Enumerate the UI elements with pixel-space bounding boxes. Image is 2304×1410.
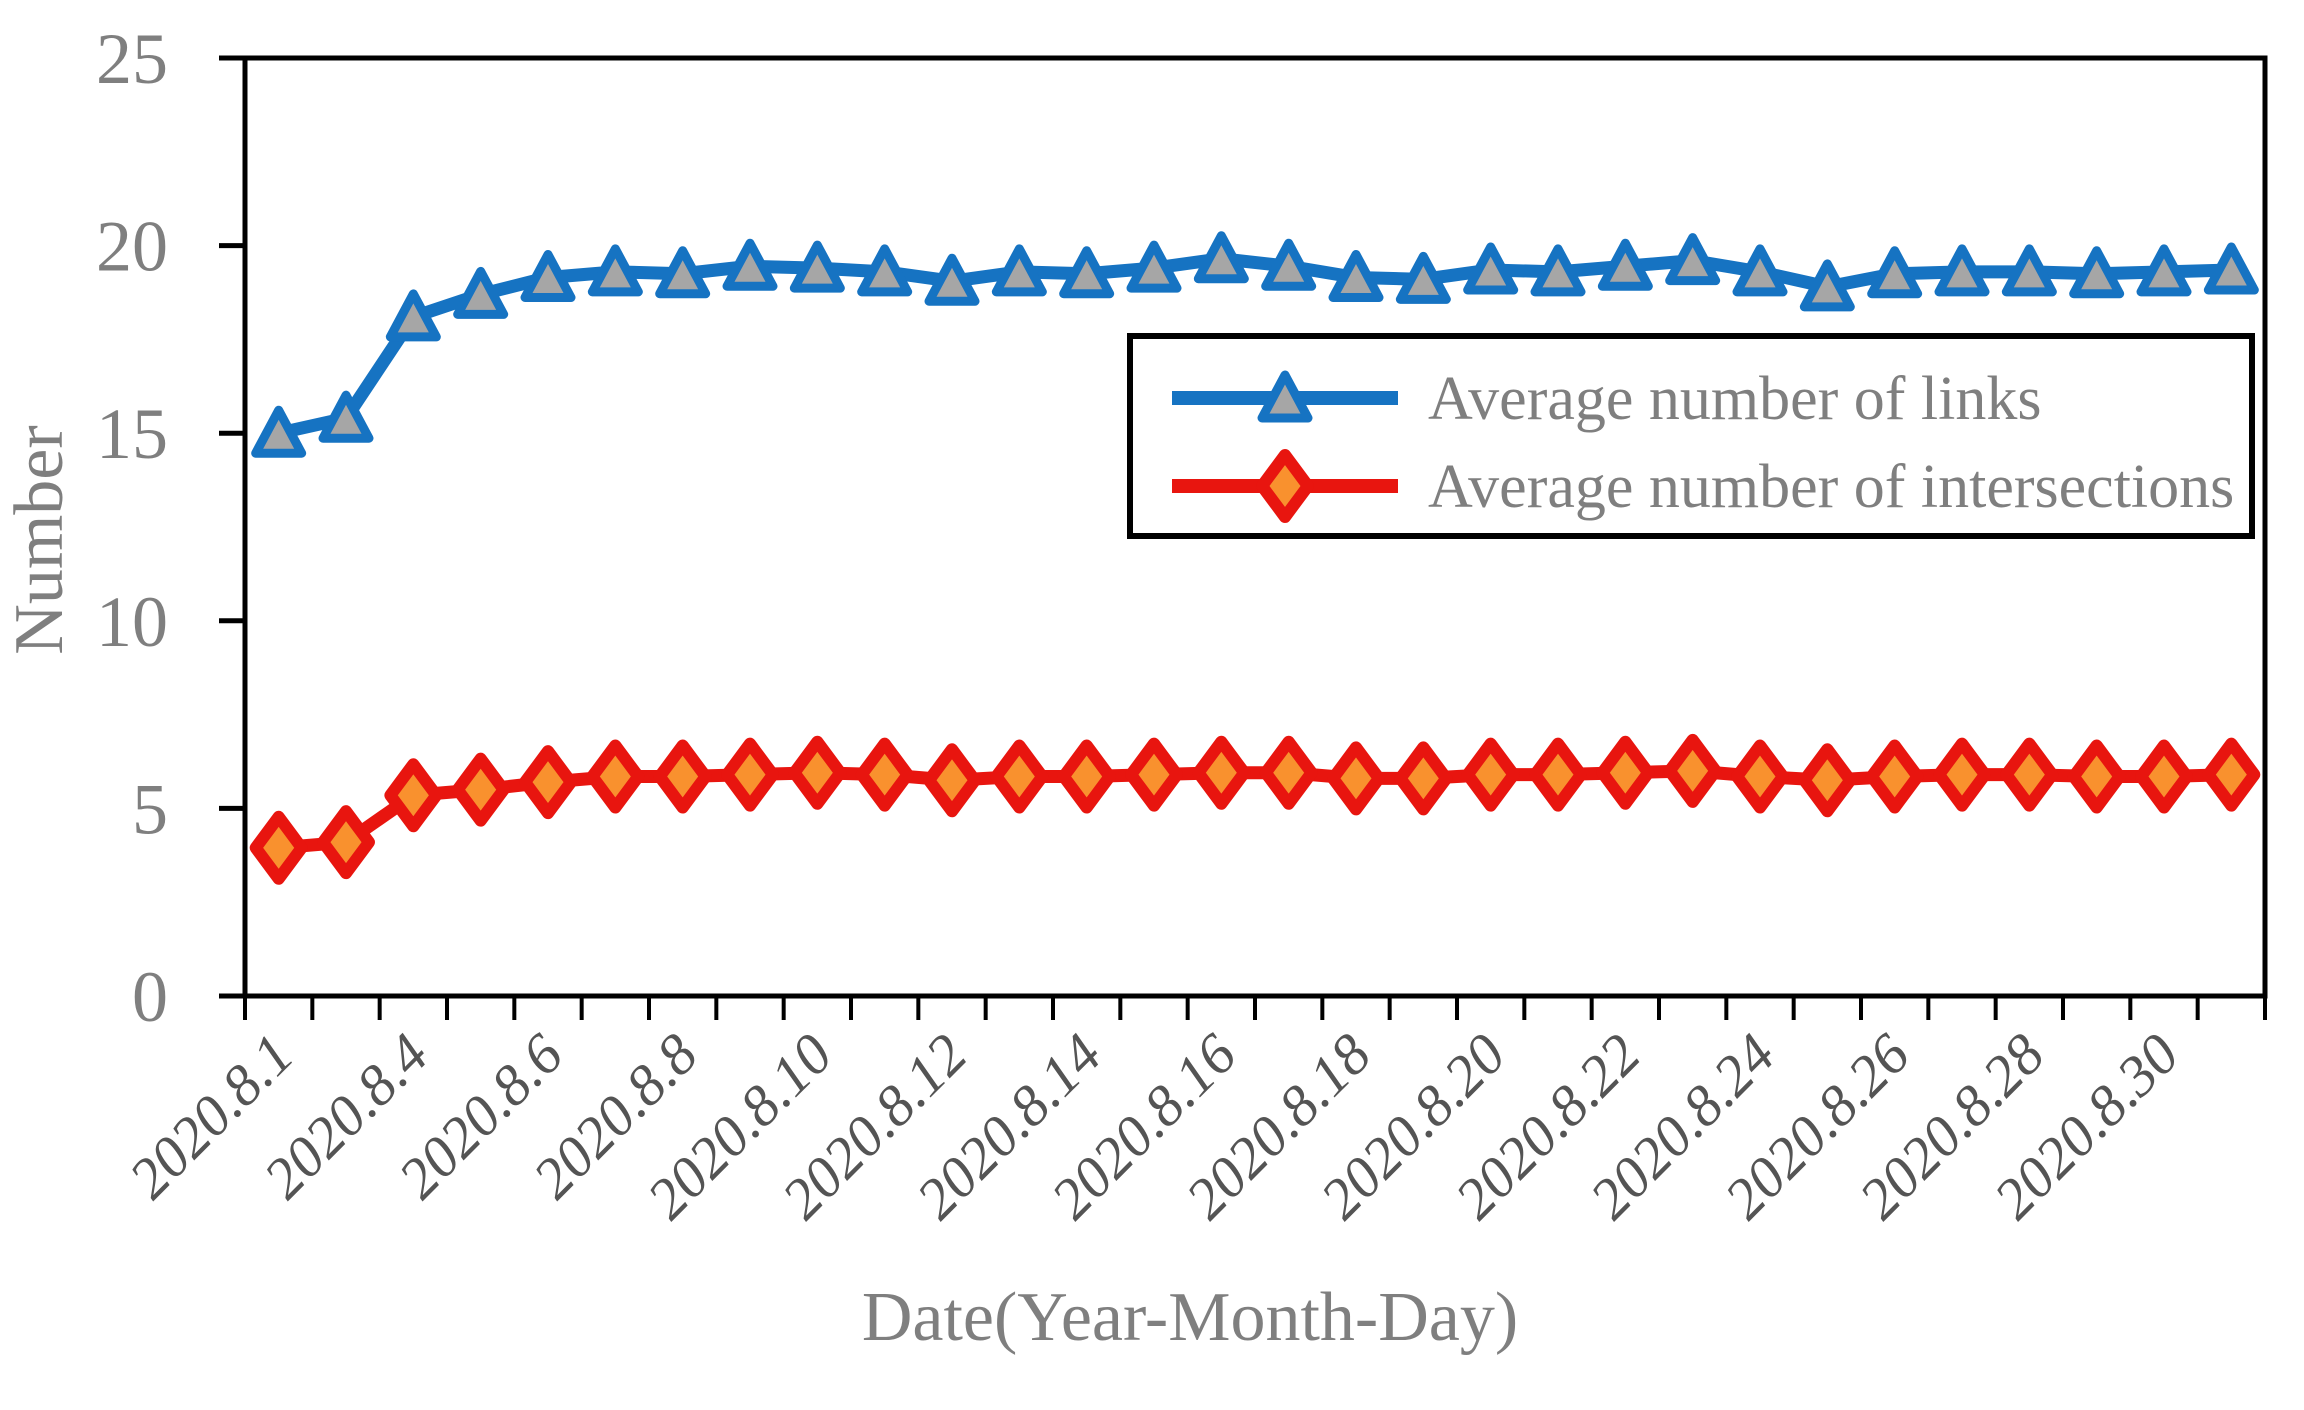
y-axis-ticks [219,55,245,999]
legend-key-marker-intersections [1256,449,1314,523]
x-axis-title: Date(Year-Month-Day) [862,1279,1518,1356]
links-marker [1126,240,1182,293]
legend: Average number of links Average number o… [1127,333,2255,539]
intersections-marker [1259,735,1318,810]
links-marker [1665,233,1721,286]
intersections-marker [1663,733,1722,808]
intersections-marker [1596,735,1655,810]
legend-label-intersections: Average number of intersections [1428,453,2234,521]
legend-label-links: Average number of links [1428,365,2042,433]
intersections-marker [519,745,577,820]
intersections-marker [990,739,1049,814]
links-marker [1530,244,1586,297]
intersections-marker [1057,739,1116,814]
legend-keys [1172,370,1398,523]
links-marker [453,266,509,319]
intersections-marker [1933,737,1991,812]
links-marker [2069,246,2125,299]
links-marker [1328,249,1384,302]
intersections-marker [653,739,712,814]
legend-key-marker-links [1257,370,1313,423]
links-marker [1867,246,1923,299]
y-axis-title: Number [1,425,78,654]
links-marker [520,249,576,302]
intersections-marker [1394,741,1453,816]
links-marker [1799,259,1855,312]
links-marker [1732,244,1788,297]
intersections-marker [451,752,510,827]
intersections-marker [2202,737,2261,812]
intersections-marker [384,758,443,833]
intersections-marker [1327,741,1385,816]
intersections-marker [1125,737,1183,812]
intersections-marker [317,805,375,880]
y-tick-label: 10 [96,582,168,662]
intersections-marker [1192,735,1251,810]
links-marker [2136,244,2192,297]
series-markers [249,231,2261,885]
intersections-marker [923,743,981,818]
intersections-marker [1529,737,1587,812]
links-marker [1597,238,1653,291]
legend-box [1127,333,2255,539]
links-marker [857,244,913,297]
links-marker [251,405,307,458]
x-axis-tick-labels: 2020.8.12020.8.42020.8.62020.8.82020.8.1… [116,1021,2191,1231]
intersections-marker [721,737,779,812]
intersections-marker [1731,739,1789,814]
y-tick-label: 5 [132,769,168,849]
intersections-marker [2067,739,2126,814]
links-marker [1059,246,1115,299]
intersections-marker [1865,739,1924,814]
links-marker [1395,251,1451,304]
intersections-marker [2000,737,2059,812]
links-marker [924,253,980,306]
links-marker [587,244,643,297]
links-marker [2001,244,2057,297]
y-axis-tick-labels: 0 5 10 15 20 25 [96,19,168,1037]
intersections-marker [1798,743,1857,818]
y-tick-label: 15 [96,394,168,474]
links-marker [1463,242,1519,295]
intersections-marker [788,735,847,810]
intersections-marker [586,739,645,814]
y-tick-label: 0 [132,957,168,1037]
links-marker [1261,238,1317,291]
intersections-marker [2135,739,2193,814]
links-marker [722,238,778,291]
links-marker [385,289,441,342]
links-marker [318,390,374,443]
links-marker [2203,242,2259,295]
y-tick-label: 20 [96,207,168,287]
links-marker [1193,231,1249,284]
intersections-marker [1461,737,1520,812]
x-axis-ticks [243,996,2267,1020]
links-marker [655,246,711,299]
intersections-marker [249,810,308,885]
links-marker [1934,244,1990,297]
intersections-marker [855,737,914,812]
links-marker [991,244,1047,297]
y-tick-label: 25 [96,19,168,99]
links-marker [789,240,845,293]
